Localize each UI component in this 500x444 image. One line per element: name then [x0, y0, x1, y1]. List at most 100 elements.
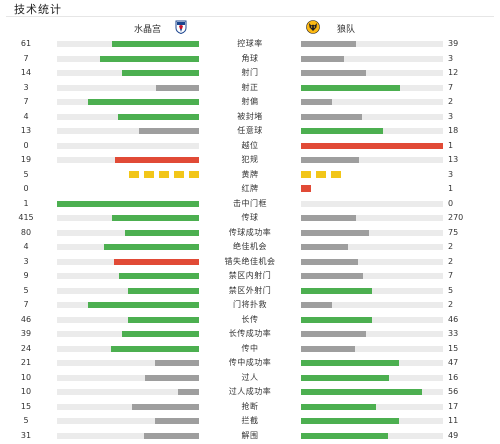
home-bar-fill	[178, 389, 199, 395]
home-bar-fill	[112, 41, 199, 47]
away-value: 2	[448, 300, 488, 310]
yellow-card-icon	[331, 171, 341, 178]
title-divider	[6, 16, 494, 17]
away-team-name: 狼队	[337, 22, 355, 35]
home-bar-fill	[155, 418, 199, 424]
yellow-card-icon	[129, 171, 139, 178]
away-bar-fill	[301, 404, 376, 410]
home-value: 14	[0, 68, 52, 78]
stat-label: 拦截	[200, 416, 300, 426]
yellow-card-icon	[301, 171, 311, 178]
home-bar-fill	[119, 273, 199, 279]
away-value: 33	[448, 329, 488, 339]
red-card-icon	[301, 185, 311, 192]
away-bar-track	[301, 230, 443, 236]
stat-label: 传球成功率	[200, 228, 300, 238]
stat-label: 长传	[200, 315, 300, 325]
title-bar: 技术统计	[0, 0, 500, 17]
away-bar-fill	[301, 85, 400, 91]
home-cards	[124, 185, 199, 193]
home-value: 3	[0, 257, 52, 267]
away-value: 5	[448, 286, 488, 296]
away-value: 18	[448, 126, 488, 136]
home-bar-track	[57, 230, 199, 236]
home-bar-track	[57, 375, 199, 381]
away-bar-fill	[301, 56, 344, 62]
away-bar-fill	[301, 273, 363, 279]
home-bar-track	[57, 128, 199, 134]
stat-row: 15 抢断 17	[0, 401, 500, 416]
stat-label: 控球率	[200, 39, 300, 49]
away-value: 2	[448, 242, 488, 252]
home-bar-track	[57, 201, 199, 207]
yellow-card-icon	[174, 171, 184, 178]
away-bar-track	[301, 418, 443, 424]
away-value: 16	[448, 373, 488, 383]
home-bar-fill	[132, 404, 199, 410]
away-value: 3	[448, 112, 488, 122]
away-value: 2	[448, 97, 488, 107]
home-bar-track	[57, 244, 199, 250]
away-cards	[301, 185, 376, 193]
home-bar-fill	[128, 317, 199, 323]
away-bar-track	[301, 114, 443, 120]
home-value: 13	[0, 126, 52, 136]
home-bar-fill	[128, 288, 199, 294]
home-bar-fill	[155, 360, 199, 366]
away-bar-fill	[301, 317, 372, 323]
home-bar-fill	[115, 157, 199, 163]
home-value: 46	[0, 315, 52, 325]
crystal-palace-crest-icon	[174, 20, 188, 34]
home-bar-fill	[88, 99, 199, 105]
away-bar-fill	[301, 302, 332, 308]
away-bar-track	[301, 157, 443, 163]
home-bar-track	[57, 288, 199, 294]
stat-label: 犯规	[200, 155, 300, 165]
away-value: 17	[448, 402, 488, 412]
home-bar-fill	[57, 201, 199, 207]
home-value: 3	[0, 83, 52, 93]
away-bar-track	[301, 317, 443, 323]
away-bar-fill	[301, 230, 369, 236]
away-value: 270	[448, 213, 488, 223]
away-bar-fill	[301, 433, 388, 439]
stat-label: 禁区内射门	[200, 271, 300, 281]
away-bar-fill	[301, 215, 356, 221]
away-bar-track	[301, 143, 443, 149]
away-bar-fill	[301, 41, 356, 47]
away-value: 13	[448, 155, 488, 165]
home-bar-fill	[112, 215, 199, 221]
home-value: 5	[0, 170, 52, 180]
stat-label: 抢断	[200, 402, 300, 412]
away-bar-track	[301, 259, 443, 265]
home-bar-track	[57, 99, 199, 105]
stat-label: 传中	[200, 344, 300, 354]
away-value: 49	[448, 431, 488, 441]
away-bar-fill	[301, 70, 366, 76]
stat-label: 绝佳机会	[200, 242, 300, 252]
home-bar-fill	[125, 230, 199, 236]
stat-label: 错失绝佳机会	[200, 257, 300, 267]
away-bar-fill	[301, 128, 383, 134]
home-value: 15	[0, 402, 52, 412]
away-bar-fill	[301, 99, 332, 105]
home-bar-fill	[104, 244, 199, 250]
stat-label: 射偏	[200, 97, 300, 107]
home-bar-track	[57, 157, 199, 163]
yellow-card-icon	[189, 171, 199, 178]
home-value: 0	[0, 184, 52, 194]
home-bar-track	[57, 404, 199, 410]
